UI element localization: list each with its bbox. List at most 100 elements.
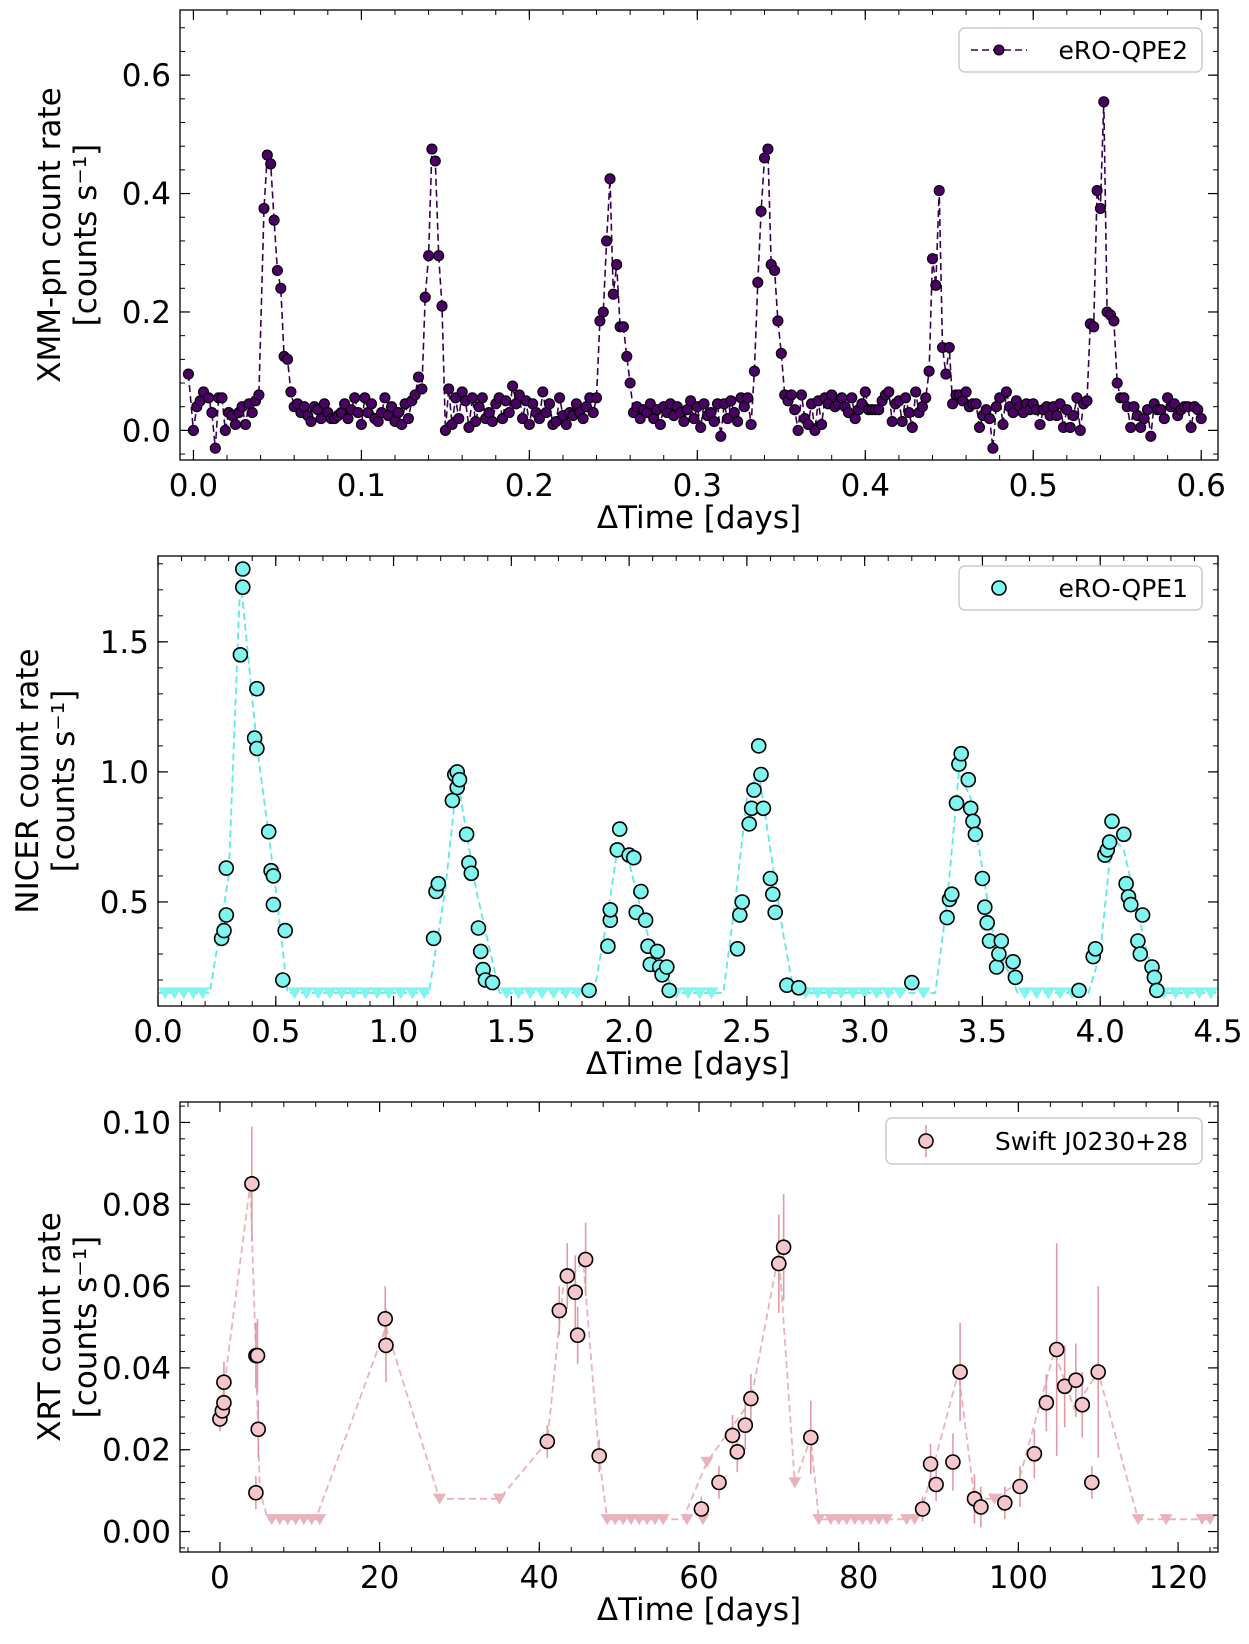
y-tick-label: 0.06 — [102, 1269, 171, 1305]
data-point — [1064, 421, 1076, 433]
data-point — [752, 276, 764, 288]
x-tick-label: 0.0 — [133, 1014, 182, 1050]
data-point — [268, 214, 280, 226]
data-point — [737, 1417, 754, 1433]
data-point — [1108, 315, 1120, 327]
data-point — [731, 907, 748, 923]
upper-limit-marker — [916, 987, 931, 1000]
upper-limit-marker — [417, 987, 432, 1000]
data-point — [591, 1448, 608, 1464]
data-point — [962, 800, 979, 817]
upper-limit-marker — [1168, 987, 1183, 1000]
data-point — [1084, 1474, 1100, 1491]
data-point — [1012, 1478, 1028, 1495]
upper-limit-marker — [405, 987, 420, 1000]
data-point — [476, 392, 488, 404]
upper-limit-marker — [393, 987, 408, 1000]
upper-limit-marker — [696, 1514, 710, 1526]
plot-area — [158, 561, 1218, 1000]
data-point — [274, 972, 291, 988]
data-point — [590, 392, 603, 404]
x-tick-label: 3.5 — [958, 1014, 1007, 1050]
data-point — [755, 205, 767, 217]
data-point — [974, 870, 991, 887]
data-point — [253, 389, 265, 401]
data-point — [940, 368, 952, 380]
legend-label: Swift J0230+28 — [995, 1127, 1188, 1156]
data-point — [732, 415, 744, 428]
y-axis-label: XRT count rate — [32, 1212, 68, 1442]
data-point — [1146, 969, 1163, 986]
data-point — [1094, 202, 1106, 214]
data-point — [560, 418, 572, 431]
data-point — [1206, 0, 1216, 5]
data-point — [377, 1311, 394, 1327]
y-tick-label: 0.04 — [102, 1351, 171, 1387]
data-point — [569, 1327, 586, 1343]
data-point — [952, 1364, 968, 1380]
plot-area — [212, 1126, 1217, 1528]
data-point — [743, 1390, 759, 1407]
data-point — [1101, 834, 1118, 850]
data-point — [624, 377, 636, 389]
upper-limit-marker — [570, 987, 585, 1000]
upper-limit-marker — [869, 987, 884, 1000]
data-point — [886, 415, 898, 428]
data-point — [973, 1499, 989, 1515]
data-point — [392, 407, 404, 419]
data-point — [416, 383, 428, 395]
data-point — [365, 398, 378, 410]
data-point — [601, 235, 613, 247]
data-point — [658, 959, 675, 975]
data-point — [846, 392, 858, 404]
data-point — [1104, 813, 1120, 830]
data-point — [910, 386, 922, 398]
data-point — [960, 386, 972, 398]
upper-limit-marker — [704, 987, 719, 1000]
data-point — [1074, 1396, 1091, 1413]
x-tick-label: 20 — [360, 1560, 399, 1596]
upper-limit-marker — [167, 987, 182, 1000]
y-tick-label: 0.5 — [100, 885, 149, 921]
data-point — [695, 421, 707, 433]
data-point — [724, 1427, 741, 1444]
data-point — [1034, 418, 1046, 431]
data-point — [523, 418, 535, 431]
y-axis-label: XMM-pn count rate — [32, 87, 68, 382]
data-point — [993, 933, 1010, 949]
data-point — [1090, 1364, 1106, 1380]
data-point — [597, 306, 609, 318]
upper-limit-marker — [810, 987, 825, 1000]
data-point — [277, 922, 294, 939]
data-point — [436, 300, 448, 312]
data-point — [755, 800, 772, 817]
upper-limit-marker — [311, 987, 326, 1000]
upper-limit-marker — [334, 987, 349, 1000]
axes-frame — [179, 1101, 1219, 1553]
upper-limit-marker — [893, 987, 907, 1000]
data-point — [1081, 395, 1093, 407]
data-point — [244, 1176, 260, 1192]
data-point — [249, 1347, 266, 1364]
upper-limit-marker — [881, 987, 896, 1000]
data-point — [466, 392, 478, 404]
axes-frame — [179, 9, 1219, 461]
upper-limit-marker — [1203, 987, 1218, 1000]
data-point — [729, 1444, 746, 1460]
data-point — [753, 766, 769, 783]
data-point — [906, 421, 918, 433]
y-tick-label: 0.00 — [102, 1515, 171, 1551]
data-point — [984, 413, 996, 425]
upper-limit-marker — [692, 987, 707, 1000]
data-point — [402, 413, 414, 425]
data-point — [920, 392, 932, 404]
data-point — [551, 1302, 568, 1319]
data-point — [1005, 953, 1021, 970]
legend-box — [958, 27, 1203, 73]
data-point — [770, 1255, 787, 1272]
series-line — [219, 1183, 1210, 1521]
legend: eRO-QPE1 — [958, 565, 1203, 611]
data-point — [219, 424, 231, 436]
data-point — [772, 315, 784, 327]
upper-limit-marker — [700, 1456, 714, 1468]
